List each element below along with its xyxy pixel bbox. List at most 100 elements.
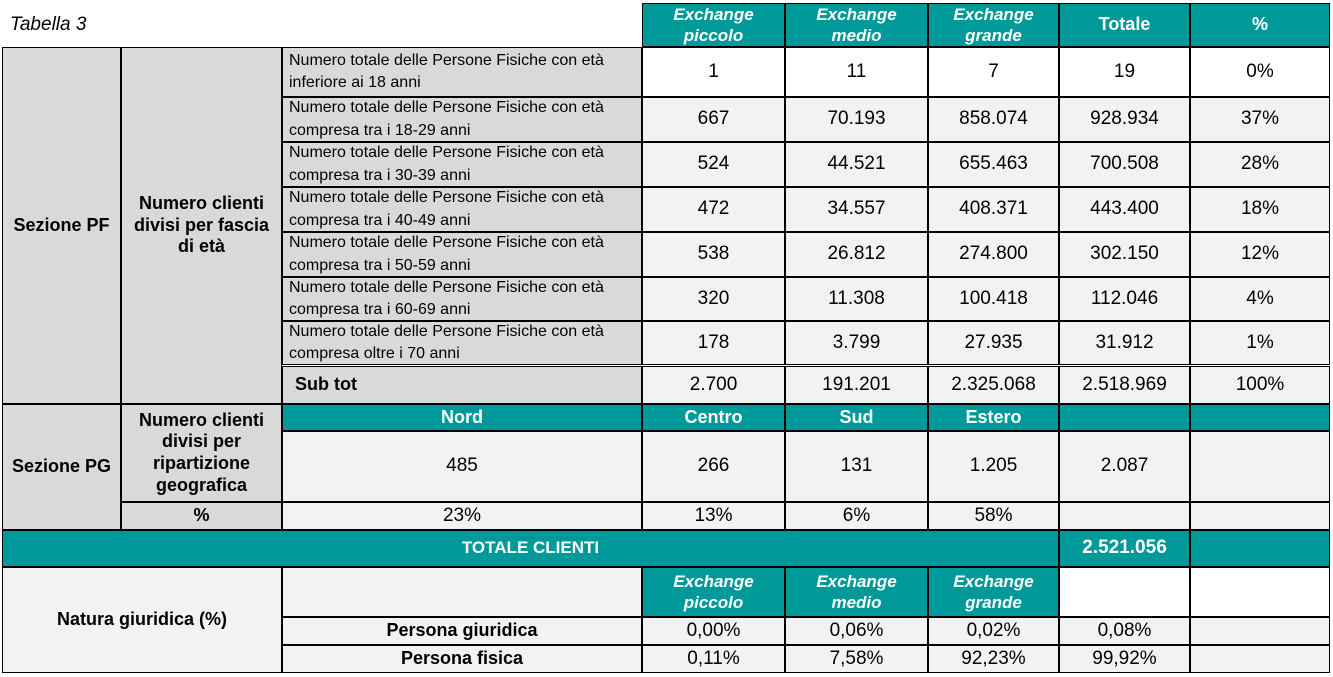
pf-cell-medio: 44.521 bbox=[785, 142, 928, 187]
pf-cell-pct: 4% bbox=[1190, 277, 1330, 321]
header-exchange-grande: Exchange grande bbox=[928, 3, 1059, 47]
pf-cell-piccolo: 538 bbox=[642, 232, 785, 277]
natura-row-piccolo: 0,11% bbox=[642, 645, 785, 673]
pg-value-estero: 1.205 bbox=[928, 431, 1059, 502]
totale-clienti-label: TOTALE CLIENTI bbox=[2, 530, 1059, 567]
natura-row-piccolo: 0,00% bbox=[642, 617, 785, 645]
table-caption: Tabella 3 bbox=[10, 14, 87, 35]
pf-row-description: Numero totale delle Persone Fisiche con … bbox=[282, 232, 642, 277]
header-totale: Totale bbox=[1059, 3, 1190, 47]
pg-value-totale: 2.087 bbox=[1059, 431, 1190, 502]
pf-cell-medio: 26.812 bbox=[785, 232, 928, 277]
pg-header-nord: Nord bbox=[282, 404, 642, 431]
pf-cell-pct: 37% bbox=[1190, 97, 1330, 142]
pg-group-label: Numero clienti divisi per ripartizione g… bbox=[121, 404, 282, 502]
natura-row-label: Persona giuridica bbox=[282, 617, 642, 645]
pf-cell-totale: 302.150 bbox=[1059, 232, 1190, 277]
natura-row-blank bbox=[1190, 617, 1330, 645]
natura-row-grande: 92,23% bbox=[928, 645, 1059, 673]
pg-pct-blank-2 bbox=[1190, 502, 1330, 530]
pf-row-description: Numero totale delle Persone Fisiche con … bbox=[282, 277, 642, 321]
pf-cell-piccolo: 524 bbox=[642, 142, 785, 187]
pf-row-description: Numero totale delle Persone Fisiche con … bbox=[282, 187, 642, 232]
subtot-grande: 2.325.068 bbox=[928, 366, 1059, 404]
pf-cell-medio: 70.193 bbox=[785, 97, 928, 142]
pg-value-nord: 485 bbox=[282, 431, 642, 502]
pg-header-sud: Sud bbox=[785, 404, 928, 431]
pf-cell-piccolo: 667 bbox=[642, 97, 785, 142]
natura-giuridica-label: Natura giuridica (%) bbox=[2, 567, 282, 673]
pg-header-blank-2 bbox=[1190, 404, 1330, 431]
pg-header-estero: Estero bbox=[928, 404, 1059, 431]
natura-row-label: Persona fisica bbox=[282, 645, 642, 673]
section-pg-label: Sezione PG bbox=[2, 404, 121, 530]
pg-pct-sud: 6% bbox=[785, 502, 928, 530]
subtot-totale: 2.518.969 bbox=[1059, 366, 1190, 404]
pf-cell-pct: 1% bbox=[1190, 321, 1330, 365]
pf-cell-grande: 274.800 bbox=[928, 232, 1059, 277]
pf-cell-grande: 408.371 bbox=[928, 187, 1059, 232]
pf-cell-grande: 27.935 bbox=[928, 321, 1059, 365]
pf-row-description: Numero totale delle Persone Fisiche con … bbox=[282, 321, 642, 365]
subtot-medio: 191.201 bbox=[785, 366, 928, 404]
natura-row-blank bbox=[1190, 645, 1330, 673]
pg-value-sud: 131 bbox=[785, 431, 928, 502]
pg-pct-nord: 23% bbox=[282, 502, 642, 530]
header-percent: % bbox=[1190, 3, 1330, 47]
pf-cell-totale: 112.046 bbox=[1059, 277, 1190, 321]
natura-header-blank-2 bbox=[1059, 567, 1190, 617]
pg-header-blank-1 bbox=[1059, 404, 1190, 431]
pf-cell-medio: 3.799 bbox=[785, 321, 928, 365]
natura-header-piccolo: Exchange piccolo bbox=[642, 567, 785, 617]
subtot-pct: 100% bbox=[1190, 366, 1330, 404]
subtot-piccolo: 2.700 bbox=[642, 366, 785, 404]
subtot-label: Sub tot bbox=[282, 366, 642, 404]
pf-cell-piccolo: 472 bbox=[642, 187, 785, 232]
pg-pct-blank-1 bbox=[1059, 502, 1190, 530]
totale-clienti-value: 2.521.056 bbox=[1059, 530, 1190, 567]
natura-row-totale: 0,08% bbox=[1059, 617, 1190, 645]
pf-cell-pct: 0% bbox=[1190, 47, 1330, 97]
section-divider bbox=[2, 403, 1330, 405]
pf-cell-pct: 28% bbox=[1190, 142, 1330, 187]
pf-cell-grande: 100.418 bbox=[928, 277, 1059, 321]
pf-cell-totale: 443.400 bbox=[1059, 187, 1190, 232]
pf-cell-grande: 655.463 bbox=[928, 142, 1059, 187]
pg-value-blank bbox=[1190, 431, 1330, 502]
pg-pct-centro: 13% bbox=[642, 502, 785, 530]
natura-header-medio: Exchange medio bbox=[785, 567, 928, 617]
totale-clienti-blank bbox=[1190, 530, 1330, 567]
pf-cell-totale: 19 bbox=[1059, 47, 1190, 97]
pg-value-centro: 266 bbox=[642, 431, 785, 502]
pf-cell-medio: 11.308 bbox=[785, 277, 928, 321]
pf-cell-piccolo: 178 bbox=[642, 321, 785, 365]
natura-row-totale: 99,92% bbox=[1059, 645, 1190, 673]
natura-header-blank bbox=[282, 567, 642, 617]
natura-header-grande: Exchange grande bbox=[928, 567, 1059, 617]
pf-group-label: Numero clienti divisi per fascia di età bbox=[121, 47, 282, 404]
header-exchange-medio: Exchange medio bbox=[785, 3, 928, 47]
natura-row-grande: 0,02% bbox=[928, 617, 1059, 645]
pf-cell-pct: 18% bbox=[1190, 187, 1330, 232]
pf-cell-grande: 7 bbox=[928, 47, 1059, 97]
pf-cell-totale: 928.934 bbox=[1059, 97, 1190, 142]
pf-cell-medio: 34.557 bbox=[785, 187, 928, 232]
pf-cell-totale: 31.912 bbox=[1059, 321, 1190, 365]
pf-cell-piccolo: 320 bbox=[642, 277, 785, 321]
pf-cell-grande: 858.074 bbox=[928, 97, 1059, 142]
pg-header-centro: Centro bbox=[642, 404, 785, 431]
pg-pct-label: % bbox=[121, 502, 282, 530]
pf-cell-pct: 12% bbox=[1190, 232, 1330, 277]
natura-row-medio: 7,58% bbox=[785, 645, 928, 673]
section-divider bbox=[2, 529, 1330, 531]
pg-pct-estero: 58% bbox=[928, 502, 1059, 530]
pf-cell-piccolo: 1 bbox=[642, 47, 785, 97]
section-divider bbox=[2, 566, 1330, 568]
pf-cell-totale: 700.508 bbox=[1059, 142, 1190, 187]
natura-header-blank-3 bbox=[1190, 567, 1330, 617]
natura-row-medio: 0,06% bbox=[785, 617, 928, 645]
pf-row-description: Numero totale delle Persone Fisiche con … bbox=[282, 47, 642, 97]
section-pf-label: Sezione PF bbox=[2, 47, 121, 404]
pf-row-description: Numero totale delle Persone Fisiche con … bbox=[282, 142, 642, 187]
